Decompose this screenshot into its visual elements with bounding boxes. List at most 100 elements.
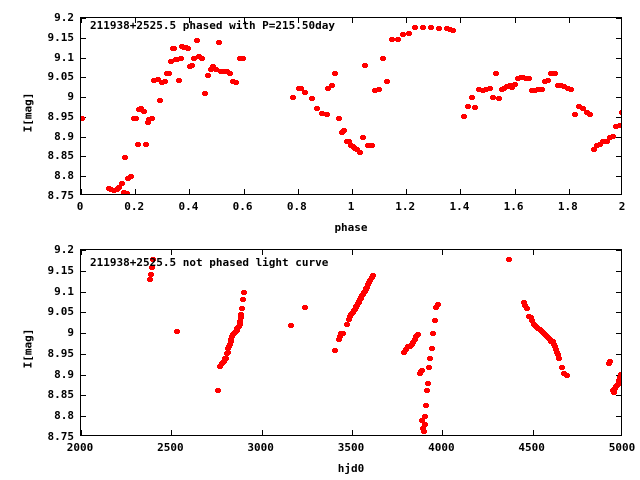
data-point (579, 106, 586, 112)
data-point (567, 87, 574, 93)
x-tick-mark (352, 250, 353, 255)
y-tick-label: 9.05 (47, 305, 75, 319)
data-point (552, 346, 559, 352)
data-point (151, 78, 158, 84)
y-tick-mark (81, 375, 86, 376)
data-point (177, 56, 184, 62)
data-point (561, 370, 568, 376)
data-point (239, 306, 246, 312)
data-point (489, 95, 496, 101)
data-point (302, 90, 309, 96)
data-point (616, 122, 621, 128)
data-point (204, 73, 211, 79)
data-point (367, 277, 374, 283)
data-point (298, 85, 305, 91)
data-point (618, 110, 621, 116)
x-tick-mark (189, 189, 190, 194)
data-point (148, 265, 155, 271)
data-point (424, 388, 431, 394)
y-tick-label: 9 (67, 326, 74, 340)
top-plot-title: 211938+2525.5 phased with P=215.50day (90, 19, 336, 32)
x-tick-mark (81, 430, 82, 435)
data-point (335, 337, 342, 343)
x-tick-mark (81, 18, 82, 23)
x-tick-mark (406, 189, 407, 194)
data-point (368, 142, 375, 148)
data-point (236, 321, 243, 327)
data-point (558, 365, 565, 371)
y-tick-label: 9 (67, 90, 74, 104)
data-point (613, 123, 620, 129)
y-tick-mark (81, 137, 86, 138)
x-tick-mark (298, 18, 299, 23)
data-point (191, 55, 198, 61)
data-point (314, 106, 321, 112)
x-tick-mark (406, 18, 407, 23)
y-tick-mark (616, 333, 621, 334)
top-x-axis-title: phase (334, 221, 368, 234)
data-point (224, 349, 231, 355)
x-tick-mark (298, 189, 299, 194)
data-point (610, 390, 617, 396)
data-point (122, 155, 129, 161)
x-tick-label: 1.6 (503, 200, 524, 213)
x-tick-label: 4500 (518, 441, 545, 454)
y-tick-mark (616, 271, 621, 272)
data-point (422, 414, 429, 420)
y-tick-label: 9.2 (54, 11, 74, 24)
data-point (287, 322, 294, 328)
y-tick-mark (81, 77, 86, 78)
data-point (388, 36, 395, 42)
data-point (492, 70, 499, 76)
x-tick-label: 3000 (247, 441, 274, 454)
data-point (118, 181, 125, 187)
data-point (476, 87, 483, 93)
data-point (174, 57, 181, 63)
data-point (593, 142, 600, 148)
y-tick-label: 8.85 (47, 149, 75, 163)
data-point (405, 31, 412, 37)
y-tick-mark (81, 18, 86, 19)
data-point (341, 128, 348, 134)
data-point (173, 329, 180, 335)
data-point (138, 106, 145, 112)
data-point (551, 70, 558, 76)
data-point (170, 45, 177, 51)
data-point (207, 66, 214, 72)
x-tick-label: 1.4 (449, 200, 470, 213)
x-tick-mark (189, 18, 190, 23)
x-tick-label: 3500 (337, 441, 365, 454)
y-tick-label: 8.85 (47, 388, 75, 402)
data-point (239, 55, 246, 61)
data-point (337, 334, 344, 340)
data-point (421, 421, 428, 427)
y-tick-mark (616, 250, 621, 251)
y-tick-label: 8.8 (54, 169, 74, 183)
x-tick-label: 2500 (157, 441, 184, 454)
data-point (323, 111, 330, 117)
data-point (461, 114, 468, 120)
data-point (486, 86, 493, 92)
y-tick-label: 9.1 (54, 284, 74, 298)
data-point (352, 145, 359, 151)
data-point (362, 63, 368, 69)
data-point (369, 272, 376, 278)
data-point (185, 45, 192, 51)
data-point (561, 84, 568, 90)
x-tick-label: 0 (76, 200, 84, 213)
data-point (610, 133, 617, 139)
x-tick-mark (352, 430, 353, 435)
data-point (545, 78, 552, 84)
data-point (415, 331, 422, 337)
data-point (220, 359, 227, 365)
data-point (236, 56, 243, 62)
data-point (607, 359, 614, 365)
data-point (222, 356, 229, 362)
data-point (564, 86, 571, 92)
data-point (319, 110, 326, 116)
data-point (223, 69, 230, 74)
top-plot-area (81, 18, 621, 194)
bottom-plot-area (81, 250, 621, 435)
y-tick-mark (616, 18, 621, 19)
data-point (615, 377, 621, 383)
